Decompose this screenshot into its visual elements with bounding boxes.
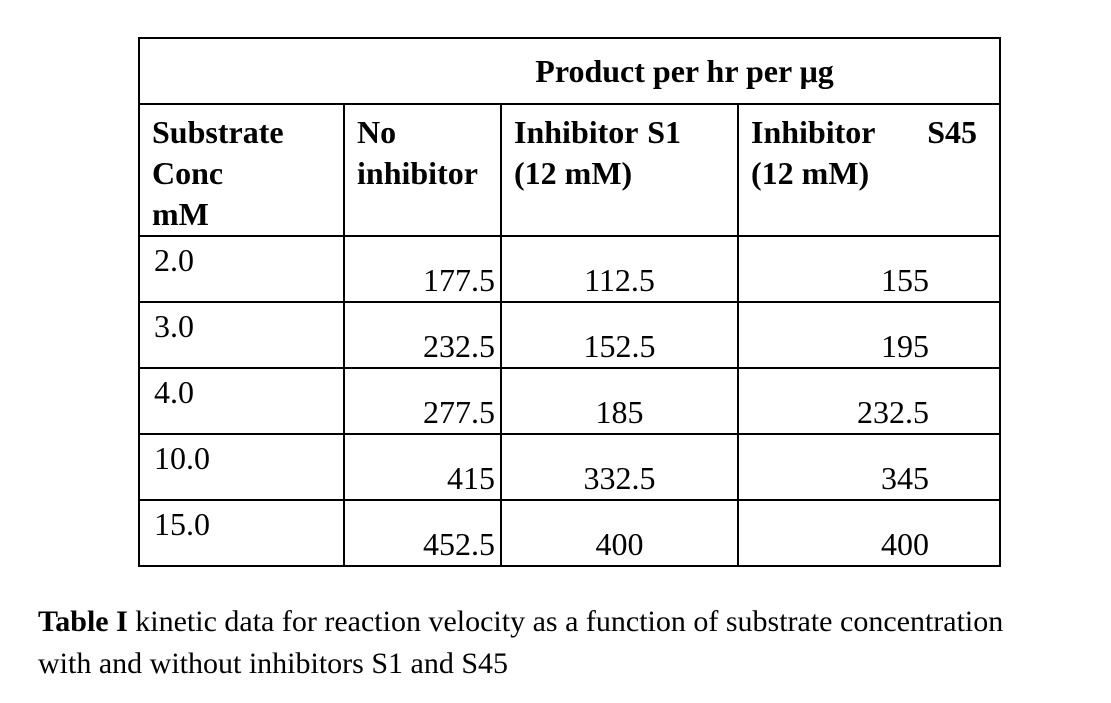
header-line: Inhibitor S1 [514, 112, 736, 153]
header-line: Substrate [152, 114, 284, 150]
header-line: mM [152, 196, 209, 232]
span-header-cell: Product per hr per μg [138, 37, 1001, 105]
header-word: S1 [647, 114, 681, 150]
col-header-substrate-conc: Substrate Conc mM [138, 103, 345, 237]
value-cell-s45: 232.5 [737, 367, 1001, 435]
table-span-header-row: Product per hr per μg [138, 37, 1001, 105]
header-word: S45 [927, 114, 977, 150]
header-line: (12 mM) [514, 155, 633, 191]
span-header-text: Product per hr per μg [535, 52, 834, 89]
caption-line-2: with and without inhibitors S1 and S45 [38, 647, 509, 680]
table-row: 15.0 452.5 400 400 [138, 499, 1001, 567]
value-cell-s1: 400 [500, 499, 739, 567]
substrate-conc-cell: 4.0 [138, 367, 345, 435]
value-cell-s1: 332.5 [500, 433, 739, 501]
value-cell-s45: 155 [737, 235, 1001, 303]
kinetics-data-table: Product per hr per μg Substrate Conc mM … [138, 37, 1001, 567]
caption-text: kinetic data for reaction velocity as a … [127, 605, 1004, 638]
value-cell-no-inhibitor: 452.5 [343, 499, 502, 567]
col-header-inhibitor-s1: Inhibitor S1 (12 mM) [500, 103, 739, 237]
substrate-conc-cell: 15.0 [138, 499, 345, 567]
value-cell-s1: 152.5 [500, 301, 739, 369]
caption-label: Table I [38, 605, 128, 638]
header-word: Inhibitor [751, 114, 876, 150]
column-header-row: Substrate Conc mM No inhibitor Inhibitor… [138, 103, 1001, 237]
table-row: 3.0 232.5 152.5 195 [138, 301, 1001, 369]
header-line: Conc [152, 155, 224, 191]
header-line: Inhibitor S45 [751, 112, 998, 153]
value-cell-s1: 185 [500, 367, 739, 435]
table-row: 2.0 177.5 112.5 155 [138, 235, 1001, 303]
header-line: (12 mM) [751, 155, 870, 191]
col-header-inhibitor-s45: Inhibitor S45 (12 mM) [737, 103, 1001, 237]
header-line: inhibitor [357, 155, 478, 191]
substrate-conc-cell: 3.0 [138, 301, 345, 369]
table-row: 10.0 415 332.5 345 [138, 433, 1001, 501]
value-cell-s45: 400 [737, 499, 1001, 567]
value-cell-no-inhibitor: 277.5 [343, 367, 502, 435]
header-word: Inhibitor [514, 114, 639, 150]
value-cell-no-inhibitor: 177.5 [343, 235, 502, 303]
value-cell-s45: 195 [737, 301, 1001, 369]
col-header-no-inhibitor: No inhibitor [343, 103, 502, 237]
caption-line-1: Table I kinetic data for reaction veloci… [38, 601, 1098, 643]
value-cell-no-inhibitor: 232.5 [343, 301, 502, 369]
table-caption: Table I kinetic data for reaction veloci… [38, 601, 1098, 685]
substrate-conc-cell: 10.0 [138, 433, 345, 501]
value-cell-no-inhibitor: 415 [343, 433, 502, 501]
table-row: 4.0 277.5 185 232.5 [138, 367, 1001, 435]
header-line: No [357, 114, 397, 150]
value-cell-s1: 112.5 [500, 235, 739, 303]
substrate-conc-cell: 2.0 [138, 235, 345, 303]
value-cell-s45: 345 [737, 433, 1001, 501]
